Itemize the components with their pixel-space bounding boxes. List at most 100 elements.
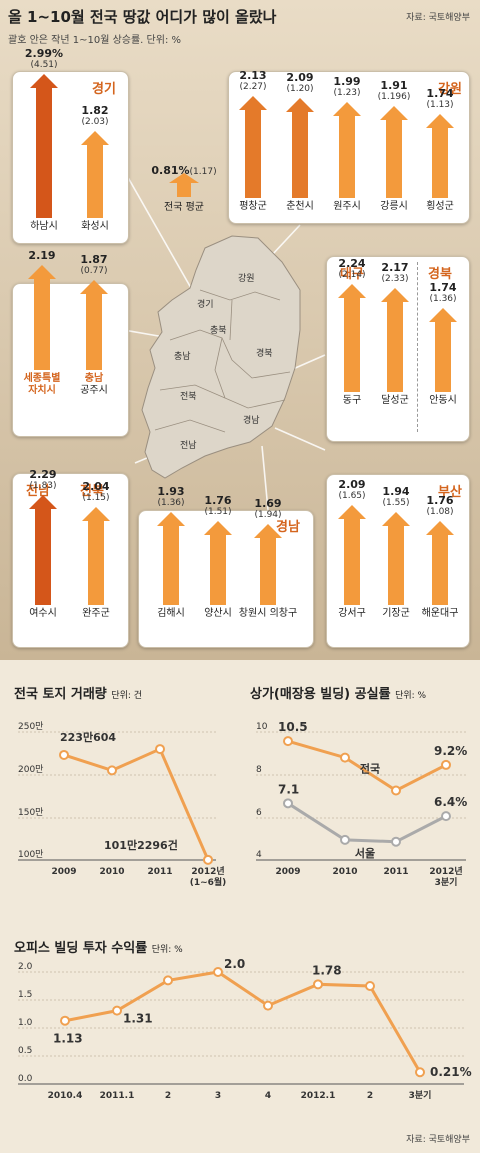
- region-title-jeonbuk: 전북: [80, 484, 104, 499]
- item-city-7-2: 창원시 의창구: [238, 608, 298, 619]
- x-tick-label: 2011: [147, 867, 172, 877]
- daegu-gyeongbuk-divider: [417, 262, 418, 432]
- item-city-4-0: 안동시: [429, 395, 457, 406]
- prev-value-text: (1.13): [426, 100, 454, 110]
- prev-value-text: (1.94): [254, 510, 282, 520]
- data-label: 7.1: [278, 782, 299, 796]
- region-title-daegu: 대구: [340, 267, 364, 282]
- item-value-8-0: 2.09 (1.65): [322, 479, 382, 502]
- item-value-7-1: 1.76 (1.51): [188, 495, 248, 518]
- y-tick-label: 10: [256, 722, 268, 732]
- value-text: 1.93: [157, 485, 185, 498]
- item-city-3-1: 달성군: [381, 395, 409, 406]
- y-tick-label: 1.5: [18, 990, 32, 1000]
- item-city-6-0: 완주군: [82, 608, 110, 619]
- y-tick-label: 1.0: [18, 1018, 33, 1028]
- prev-value-text: (1.23): [333, 88, 361, 98]
- national-average: 0.81%(1.17): [144, 159, 224, 178]
- arrow-1-1: [286, 98, 314, 198]
- y-tick-label: 250만: [18, 721, 43, 732]
- national-avg-label: 전국 평균: [164, 202, 204, 213]
- data-point: [391, 836, 401, 847]
- data-label: 223만604: [60, 730, 116, 744]
- region-title-gyeonggi: 경기: [92, 82, 116, 97]
- korea-map: [94, 159, 326, 542]
- x-tick-label: 2010: [332, 867, 357, 877]
- y-tick-label: 0.0: [18, 1074, 33, 1084]
- series-line: [287, 802, 447, 844]
- item-value-2-0: 2.19: [12, 250, 72, 262]
- value-text: 1.82: [81, 104, 109, 117]
- y-tick-label: 150만: [18, 807, 43, 818]
- prev-value-text: (1.55): [382, 498, 410, 508]
- region-title-busan: 부산: [438, 485, 462, 500]
- y-tick-label: 200만: [18, 764, 43, 775]
- arrow-7-2: [254, 524, 282, 605]
- data-point: [263, 1000, 273, 1011]
- y-tick-label: 8: [256, 765, 262, 775]
- data-point: [203, 854, 213, 865]
- x-tick-label: 2010: [99, 867, 124, 877]
- item-value-3-1: 2.17 (2.33): [365, 262, 425, 285]
- y-tick-label: 0.5: [18, 1046, 32, 1056]
- value-text: 2.29: [29, 468, 57, 481]
- prev-value-text: (1.08): [426, 507, 454, 517]
- arrow-4-0: [429, 308, 457, 392]
- data-point: [155, 744, 165, 755]
- data-point: [340, 752, 350, 763]
- item-value-6-0: 2.04 (1.15): [66, 481, 126, 504]
- panel-sejong: [12, 283, 129, 437]
- map-section: 올 1~10월 전국 땅값 어디가 많이 올랐나 자료: 국토해양부 괄호 안은…: [0, 0, 480, 660]
- x-tick-label: 2012년 3분기: [429, 865, 462, 888]
- data-label: 9.2%: [434, 744, 467, 758]
- data-label: 0.21%: [430, 1065, 472, 1079]
- prev-value-text: (2.14): [338, 270, 366, 280]
- value-text: 2.04: [82, 480, 110, 493]
- arrow-7-0: [157, 512, 185, 605]
- region-title-gyeongnam: 경남: [276, 520, 300, 535]
- data-point: [112, 1005, 122, 1016]
- x-tick-label: 2010.4: [48, 1091, 83, 1101]
- prev-value-text: (1.196): [377, 92, 411, 102]
- data-point: [283, 798, 293, 809]
- arrow-2-1: [80, 280, 108, 370]
- data-point: [365, 981, 375, 991]
- value-text: 1.76: [204, 494, 232, 507]
- x-tick-label: 4: [265, 1091, 271, 1101]
- item-value-0-0: 2.99% (4.51): [14, 48, 74, 71]
- national-avg-arrow: [169, 173, 199, 197]
- item-value-2-1: 1.87 (0.77): [64, 254, 124, 277]
- map-label-chungnam: 충남: [174, 352, 191, 362]
- x-tick-label: 2: [165, 1091, 171, 1101]
- item-city-7-0: 김해시: [157, 608, 185, 619]
- data-point: [441, 811, 451, 822]
- value-text: 2.17: [381, 261, 409, 274]
- series-name-label: 전국: [360, 762, 380, 776]
- prev-value-text: (2.03): [81, 117, 109, 127]
- value-text: 2.09: [338, 478, 366, 491]
- item-city-0-1: 화성시: [81, 221, 109, 232]
- map-label-gyeongbuk: 경북: [256, 349, 273, 359]
- item-city-2-0: 세종특별 자치시: [23, 373, 61, 396]
- item-city-1-1: 춘천시: [286, 201, 314, 212]
- region-title-jeonnam: 전남: [26, 484, 50, 499]
- series-line: [63, 747, 210, 861]
- x-tick-label: 2: [367, 1091, 373, 1101]
- region-title-gyeongbuk: 경북: [428, 267, 452, 282]
- item-value-5-0: 2.29 (1.83): [13, 469, 73, 492]
- item-value-7-0: 1.93 (1.36): [141, 486, 201, 509]
- region-title-gangwon: 강원: [438, 82, 462, 97]
- page-subtitle: 괄호 안은 작년 1~10월 상승률. 단위: %: [8, 35, 181, 46]
- data-point: [391, 785, 401, 796]
- x-tick-label: 2011.1: [100, 1091, 135, 1101]
- item-city-1-4: 횡성군: [426, 201, 454, 212]
- item-city-5-0: 여수시: [29, 608, 57, 619]
- prev-value-text: (1.20): [286, 84, 314, 94]
- item-value-1-1: 2.09 (1.20): [270, 72, 330, 95]
- series-line: [287, 739, 447, 793]
- value-text: 1.74: [429, 281, 457, 294]
- value-text: 1.94: [382, 485, 410, 498]
- data-label: 101만2296건: [104, 838, 178, 852]
- value-text: 2.13: [239, 69, 267, 82]
- item-value-1-3: 1.91 (1.196): [364, 80, 424, 103]
